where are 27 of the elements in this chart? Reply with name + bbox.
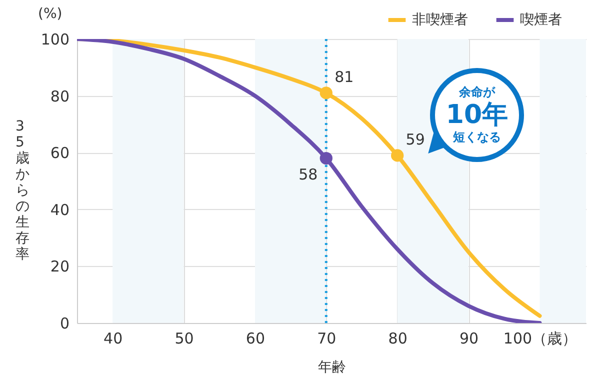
data-label: 58 <box>298 165 318 184</box>
x-tick-label: 40 <box>104 330 123 348</box>
point <box>320 86 332 100</box>
x-tick-label: 90 <box>459 330 479 348</box>
annotation: 10年 <box>446 100 508 130</box>
y-tick-label: 40 <box>50 200 70 219</box>
x-tick-label: 100（歳） <box>503 330 578 348</box>
legend-label: 喫煙者 <box>520 12 562 28</box>
x-tick-label: 80 <box>388 330 408 348</box>
point <box>391 149 404 162</box>
text: 35歳からの生存率 <box>16 118 30 262</box>
annotation: 短くなる <box>453 130 501 145</box>
text: (%) <box>38 6 62 22</box>
annotation: 余命が <box>459 85 495 100</box>
data-label: 81 <box>334 68 354 86</box>
y-tick-label: 0 <box>60 314 70 332</box>
x-axis-title: 年齢 <box>318 360 346 376</box>
y-tick-label: 60 <box>50 144 70 162</box>
x-tick-label: 50 <box>174 330 194 348</box>
x-tick-label: 70 <box>317 330 336 348</box>
x-tick-label: 60 <box>246 330 266 348</box>
point <box>320 152 332 165</box>
legend-label: 非喫煙者 <box>412 12 468 28</box>
data-label: 59 <box>406 130 425 148</box>
y-tick-label: 100 <box>40 30 70 48</box>
y-tick-label: 20 <box>50 258 70 276</box>
y-tick-label: 80 <box>50 87 70 106</box>
